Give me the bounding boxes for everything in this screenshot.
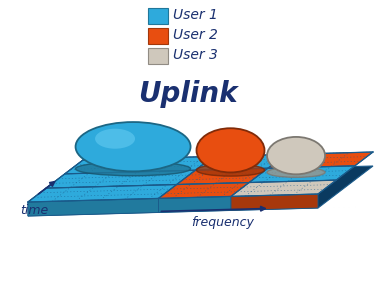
Text: User 3: User 3 xyxy=(173,48,218,62)
Polygon shape xyxy=(268,152,373,168)
Polygon shape xyxy=(231,194,318,211)
Polygon shape xyxy=(195,154,286,170)
Polygon shape xyxy=(159,196,231,212)
Bar xyxy=(148,8,168,24)
Polygon shape xyxy=(28,198,159,216)
Polygon shape xyxy=(177,168,268,185)
Polygon shape xyxy=(65,156,213,174)
Ellipse shape xyxy=(267,137,325,174)
Ellipse shape xyxy=(75,162,190,176)
Polygon shape xyxy=(231,180,336,196)
Ellipse shape xyxy=(196,164,264,176)
Ellipse shape xyxy=(267,167,325,177)
Polygon shape xyxy=(28,185,177,202)
Bar xyxy=(148,48,168,64)
Bar xyxy=(148,28,168,44)
Ellipse shape xyxy=(95,129,135,149)
Polygon shape xyxy=(159,183,249,198)
Text: frequency: frequency xyxy=(191,216,254,229)
Polygon shape xyxy=(249,166,355,183)
Text: User 1: User 1 xyxy=(173,8,218,22)
Text: Uplink: Uplink xyxy=(138,80,238,108)
Ellipse shape xyxy=(196,128,264,173)
Text: User 2: User 2 xyxy=(173,28,218,42)
Ellipse shape xyxy=(75,122,190,171)
Text: time: time xyxy=(20,204,48,217)
Polygon shape xyxy=(28,160,83,216)
Polygon shape xyxy=(46,170,195,188)
Polygon shape xyxy=(28,166,373,216)
